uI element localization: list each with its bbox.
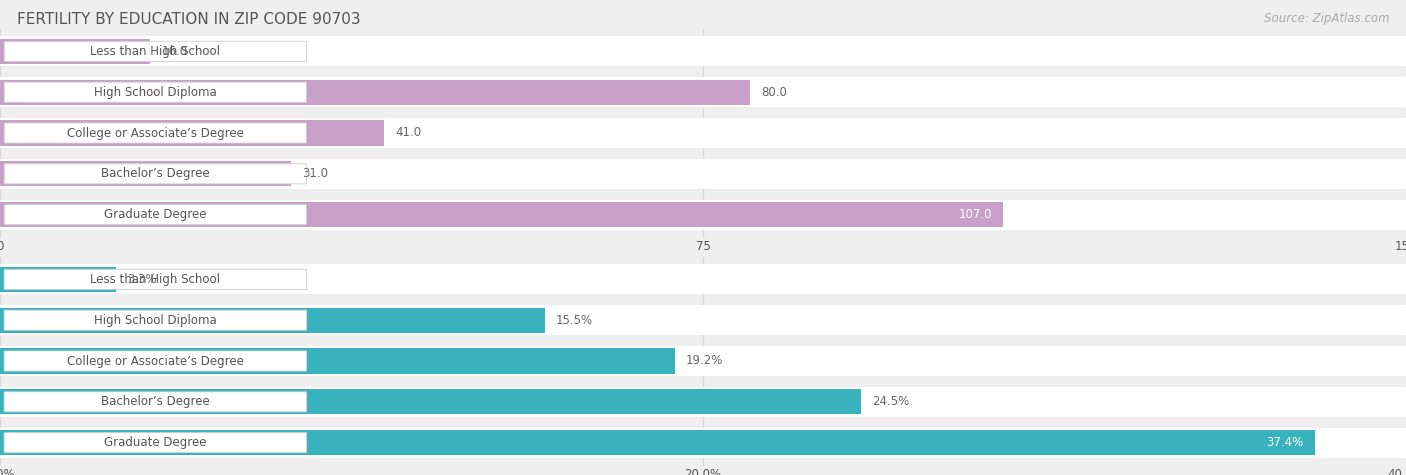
Text: Graduate Degree: Graduate Degree xyxy=(104,208,207,221)
Text: 16.0: 16.0 xyxy=(162,45,187,58)
Bar xyxy=(0,307,544,333)
Bar xyxy=(0,118,1406,148)
FancyBboxPatch shape xyxy=(4,351,307,371)
Bar xyxy=(0,264,1406,294)
Text: FERTILITY BY EDUCATION IN ZIP CODE 90703: FERTILITY BY EDUCATION IN ZIP CODE 90703 xyxy=(17,12,360,27)
FancyBboxPatch shape xyxy=(4,269,307,289)
Text: High School Diploma: High School Diploma xyxy=(94,86,217,99)
Bar xyxy=(0,79,749,105)
Bar xyxy=(0,389,860,415)
Text: 80.0: 80.0 xyxy=(761,86,787,99)
Bar xyxy=(0,348,675,374)
Bar xyxy=(0,77,1406,107)
Text: College or Associate’s Degree: College or Associate’s Degree xyxy=(67,354,243,368)
Text: 31.0: 31.0 xyxy=(302,167,328,180)
Text: Graduate Degree: Graduate Degree xyxy=(104,436,207,449)
Bar xyxy=(0,266,115,292)
Text: High School Diploma: High School Diploma xyxy=(94,314,217,327)
Text: 15.5%: 15.5% xyxy=(557,314,593,327)
FancyBboxPatch shape xyxy=(4,41,307,61)
Bar xyxy=(0,346,1406,376)
Text: 107.0: 107.0 xyxy=(959,208,991,221)
Bar xyxy=(0,387,1406,417)
Bar xyxy=(0,161,291,187)
Bar xyxy=(0,428,1406,458)
Bar xyxy=(0,36,1406,66)
FancyBboxPatch shape xyxy=(4,205,307,225)
Text: 37.4%: 37.4% xyxy=(1267,436,1303,449)
Text: 3.3%: 3.3% xyxy=(127,273,157,286)
Bar xyxy=(0,305,1406,335)
Text: Less than High School: Less than High School xyxy=(90,45,221,58)
FancyBboxPatch shape xyxy=(4,310,307,330)
Text: 41.0: 41.0 xyxy=(395,126,422,140)
Bar xyxy=(0,430,1315,456)
Bar xyxy=(0,200,1406,230)
FancyBboxPatch shape xyxy=(4,164,307,184)
Text: 19.2%: 19.2% xyxy=(686,354,724,368)
Bar xyxy=(0,38,150,64)
Bar xyxy=(0,159,1406,189)
Text: Less than High School: Less than High School xyxy=(90,273,221,286)
FancyBboxPatch shape xyxy=(4,123,307,143)
Text: 24.5%: 24.5% xyxy=(872,395,910,408)
Text: Source: ZipAtlas.com: Source: ZipAtlas.com xyxy=(1264,12,1389,25)
Bar xyxy=(0,202,1002,228)
Bar xyxy=(0,120,384,146)
Text: Bachelor’s Degree: Bachelor’s Degree xyxy=(101,395,209,408)
Text: College or Associate’s Degree: College or Associate’s Degree xyxy=(67,126,243,140)
Text: Bachelor’s Degree: Bachelor’s Degree xyxy=(101,167,209,180)
FancyBboxPatch shape xyxy=(4,392,307,412)
FancyBboxPatch shape xyxy=(4,433,307,453)
FancyBboxPatch shape xyxy=(4,82,307,102)
